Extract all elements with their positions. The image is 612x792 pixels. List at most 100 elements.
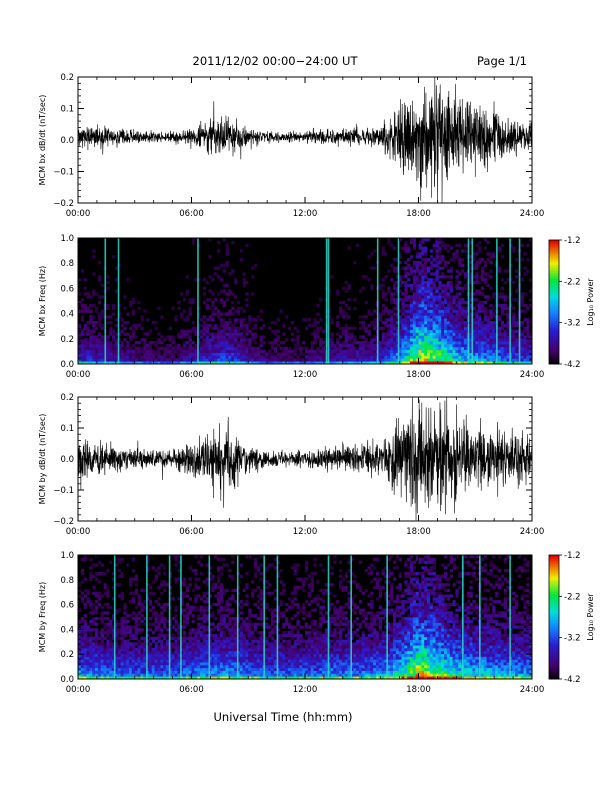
- spectrogram-cell: [270, 673, 275, 677]
- spectrogram-cell: [78, 619, 82, 624]
- spectrogram-cell: [129, 583, 133, 587]
- spectrogram-cell: [131, 625, 136, 629]
- spectrogram-cell: [424, 258, 428, 262]
- spectrogram-cell: [225, 252, 229, 256]
- spectrogram-cell: [219, 591, 224, 595]
- spectrogram-cell: [421, 238, 425, 242]
- spectrogram-cell: [259, 639, 263, 643]
- spectrogram-cell: [458, 358, 462, 362]
- spectrogram-cell: [180, 346, 184, 351]
- spectrogram-cell: [231, 349, 235, 353]
- spectrogram-cell: [344, 338, 348, 342]
- spectrogram-cell: [285, 349, 289, 353]
- spectrogram-cell: [222, 263, 226, 268]
- spectrogram-cell: [163, 625, 167, 629]
- spectrogram-cell: [336, 315, 340, 319]
- spectrogram-cell: [452, 358, 456, 362]
- spectrogram-cell: [106, 569, 110, 573]
- spectrogram-cell: [225, 659, 229, 663]
- spectrogram-cell: [160, 628, 164, 632]
- spectrogram-cell: [214, 323, 218, 328]
- spectrogram-cell: [449, 349, 453, 353]
- spectrogram-cell: [225, 321, 229, 325]
- spectrogram-cell: [160, 315, 164, 319]
- spectrogram-cell: [225, 648, 229, 652]
- spectrogram-cell: [217, 309, 221, 313]
- spectrogram-cell: [109, 622, 113, 626]
- spectrogram-cell: [177, 346, 181, 351]
- spectrogram-cell: [140, 358, 144, 362]
- spectrogram-cell: [185, 676, 190, 680]
- spectrogram-cell: [310, 358, 314, 362]
- spectrogram-cell: [177, 301, 181, 305]
- spectrogram-cell: [174, 563, 178, 567]
- spectrogram-cell: [512, 335, 516, 339]
- spectrogram-cell: [177, 670, 181, 674]
- spectrogram-cell: [418, 323, 422, 328]
- spectrogram-cell: [234, 278, 238, 282]
- spectrogram-cell: [126, 619, 130, 624]
- spectrogram-cell: [112, 667, 116, 671]
- spectrogram-cell: [512, 280, 516, 285]
- spectrogram-cell: [475, 275, 479, 279]
- spectrogram-cell: [182, 346, 187, 351]
- spectrogram-cell: [455, 318, 459, 322]
- spectrogram-cell: [265, 636, 269, 640]
- spectrogram-cell: [117, 664, 121, 669]
- spectrogram-cell: [123, 355, 127, 359]
- spectrogram-cell: [270, 614, 275, 618]
- spectrogram-cell: [78, 361, 82, 365]
- spectrogram-cell: [438, 349, 442, 353]
- spectrogram-cell: [185, 349, 190, 353]
- spectrogram-cell: [239, 349, 243, 353]
- spectrogram-cell: [182, 358, 187, 362]
- spectrogram-cell: [248, 676, 252, 680]
- spectrogram-cell: [236, 591, 241, 595]
- panel-1: 00:00 06:00 12:00 18:00 24:000.20.10.0−0.1−0…: [38, 73, 544, 219]
- spectrogram-cell: [202, 349, 207, 353]
- spectrogram-cell: [480, 323, 485, 328]
- page-indicator: Page 1/1: [477, 54, 527, 68]
- spectrogram-cell: [129, 659, 133, 663]
- spectrogram-cell: [392, 329, 397, 333]
- spectrogram-cell: [514, 335, 519, 339]
- spectrogram-cell: [253, 341, 258, 345]
- spectrogram-cell: [268, 631, 272, 635]
- spectrogram-cell: [299, 349, 303, 353]
- spectrogram-cell: [469, 343, 473, 348]
- spectrogram-cell: [174, 667, 178, 671]
- spectrogram-cell: [480, 286, 485, 290]
- spectrogram-cell: [344, 312, 348, 316]
- spectrogram-cell: [123, 349, 127, 353]
- spectrogram-cell: [347, 346, 351, 351]
- spectrogram-cell: [384, 341, 388, 345]
- spectrogram-cell: [265, 622, 269, 626]
- spectrogram-cell: [373, 321, 377, 325]
- spectrogram-cell: [117, 358, 121, 362]
- spectrogram-cell: [177, 335, 181, 339]
- spectrogram-cell: [282, 349, 286, 353]
- spectrogram-cell: [458, 303, 462, 308]
- spectrogram-cell: [245, 298, 249, 302]
- spectrogram-cell: [245, 323, 249, 328]
- spectrogram-cell: [83, 614, 87, 618]
- spectrogram-cell: [188, 650, 192, 655]
- spectrogram-cell: [392, 266, 397, 270]
- spectrogram-cell: [165, 653, 170, 657]
- spectrogram-cell: [469, 315, 473, 319]
- y-tick-label: −0.1: [53, 486, 74, 496]
- spectrogram-cell: [253, 358, 258, 362]
- spectrogram-cell: [89, 676, 93, 680]
- spectrogram-cell: [239, 306, 243, 310]
- spectrogram-cell: [265, 648, 269, 652]
- spectrogram-cell: [427, 286, 431, 290]
- spectrogram-cell: [270, 343, 275, 348]
- spectrogram-cell: [140, 642, 144, 646]
- spectrogram-cell: [202, 605, 207, 609]
- spectrogram-cell: [418, 358, 422, 362]
- spectrogram-cell: [120, 673, 124, 677]
- spectrogram-cell: [290, 338, 295, 342]
- spectrogram-cell: [270, 355, 275, 359]
- spectrogram-cell: [202, 332, 207, 336]
- spectrogram-cell: [387, 286, 391, 290]
